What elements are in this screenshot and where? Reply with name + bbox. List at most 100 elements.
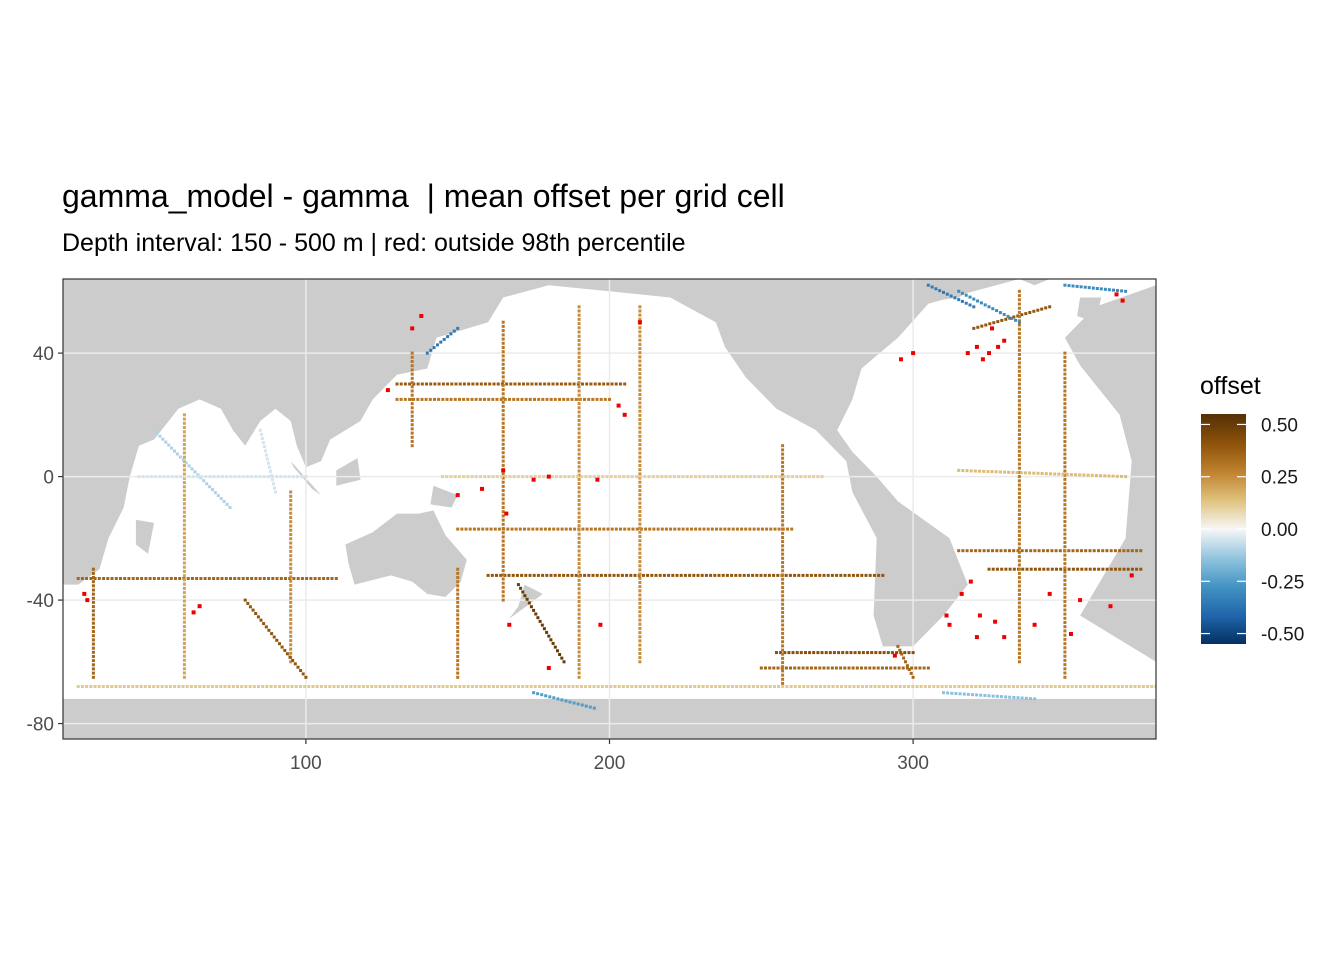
grid-cell xyxy=(606,382,610,386)
grid-cell xyxy=(604,573,608,577)
grid-cell xyxy=(847,573,851,577)
grid-cell xyxy=(1086,473,1090,477)
grid-cell xyxy=(532,573,536,577)
grid-cell xyxy=(456,663,460,667)
grid-cell xyxy=(706,475,710,479)
chart-title: gamma_model - gamma | mean offset per gr… xyxy=(62,178,785,214)
grid-cell xyxy=(289,490,293,494)
grid-cell xyxy=(526,382,530,386)
grid-cell xyxy=(638,305,642,309)
grid-cell xyxy=(1063,355,1067,359)
grid-cell xyxy=(904,660,907,664)
grid-cell xyxy=(577,541,581,544)
grid-cell xyxy=(483,397,486,401)
grid-cell xyxy=(700,573,704,577)
grid-cell xyxy=(289,596,293,600)
grid-cell xyxy=(456,621,460,625)
grid-cell xyxy=(856,685,860,688)
grid-cell xyxy=(549,638,553,642)
grid-cell xyxy=(149,475,153,479)
grid-cell xyxy=(471,382,475,386)
grid-cell xyxy=(1112,685,1116,688)
grid-cell xyxy=(1017,348,1021,352)
grid-cell xyxy=(1063,629,1067,633)
grid-cell xyxy=(577,553,581,557)
outlier-cell xyxy=(1114,292,1119,297)
track-kuroshio xyxy=(425,326,460,355)
grid-cell xyxy=(410,364,414,368)
grid-cell xyxy=(619,382,622,386)
grid-cell xyxy=(910,666,914,670)
grid-cell xyxy=(460,527,464,531)
grid-cell xyxy=(706,527,710,531)
grid-cell xyxy=(1070,685,1074,688)
grid-cell xyxy=(1137,685,1141,688)
grid-cell xyxy=(873,685,877,688)
grid-cell xyxy=(597,382,601,386)
grid-cell xyxy=(501,459,505,463)
grid-cell xyxy=(1059,567,1063,571)
grid-cell xyxy=(213,491,217,495)
grid-cell xyxy=(1017,403,1021,407)
grid-cell xyxy=(446,382,450,386)
outlier-cell xyxy=(980,357,985,362)
grid-cell xyxy=(1063,427,1067,431)
grid-cell xyxy=(705,685,709,688)
grid-cell xyxy=(412,685,416,688)
grid-cell xyxy=(521,590,525,594)
legend-title: offset xyxy=(1200,372,1261,400)
grid-cell xyxy=(1063,372,1067,376)
grid-cell xyxy=(926,283,930,287)
grid-cell xyxy=(110,577,114,580)
grid-cell xyxy=(577,477,581,481)
grid-cell xyxy=(1017,483,1021,487)
grid-cell xyxy=(605,685,609,688)
grid-cell xyxy=(1091,685,1095,688)
grid-cell xyxy=(410,355,414,359)
grid-cell xyxy=(154,475,158,479)
grid-cell xyxy=(501,564,505,568)
grid-cell xyxy=(570,573,574,577)
grid-cell xyxy=(781,473,785,477)
grid-cell xyxy=(689,685,692,688)
grid-cell xyxy=(816,651,820,655)
grid-cell xyxy=(1017,437,1021,441)
grid-cell xyxy=(976,299,980,303)
grid-cell xyxy=(301,672,305,676)
grid-cell xyxy=(529,685,533,688)
grid-cell xyxy=(514,527,518,531)
grid-cell xyxy=(562,573,566,577)
grid-cell xyxy=(832,651,836,655)
data-tracks xyxy=(76,283,1156,710)
grid-cell xyxy=(1114,567,1117,571)
grid-cell xyxy=(583,573,587,577)
grid-cell xyxy=(1091,286,1095,290)
grid-cell xyxy=(501,518,505,522)
grid-cell xyxy=(1063,545,1067,549)
grid-cell xyxy=(1017,411,1021,415)
grid-cell xyxy=(965,469,969,473)
outlier-cell xyxy=(419,314,424,318)
grid-cell xyxy=(436,343,439,347)
grid-cell xyxy=(814,685,818,688)
grid-cell xyxy=(501,392,505,396)
grid-cell xyxy=(173,449,176,453)
grid-cell xyxy=(950,691,954,695)
grid-cell xyxy=(110,685,114,688)
grid-cell xyxy=(270,632,274,636)
grid-cell xyxy=(468,527,472,531)
grid-cell xyxy=(148,577,152,580)
outlier-cell xyxy=(947,622,952,627)
grid-cell xyxy=(223,685,227,688)
grid-cell xyxy=(1041,549,1045,553)
grid-cell xyxy=(567,475,571,479)
grid-cell xyxy=(756,685,760,688)
grid-cell xyxy=(577,658,581,662)
grid-cell xyxy=(1100,685,1103,688)
grid-cell xyxy=(408,397,411,401)
grid-cell xyxy=(801,666,805,670)
grid-cell xyxy=(515,573,519,577)
grid-cell xyxy=(1063,557,1067,561)
grid-cell xyxy=(182,527,186,531)
grid-cell xyxy=(1028,311,1032,314)
